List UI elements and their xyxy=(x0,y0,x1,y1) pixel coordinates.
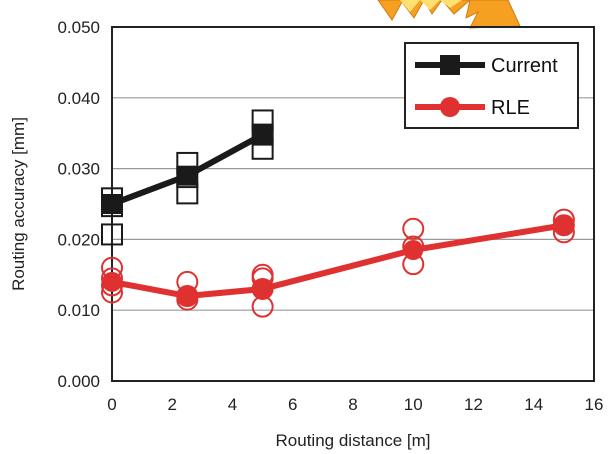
y-tick-label: 0.020 xyxy=(57,230,100,249)
series-rle xyxy=(101,208,575,318)
series-line xyxy=(111,222,565,300)
x-tick-label: 8 xyxy=(348,395,357,414)
burst-graphic xyxy=(377,0,521,29)
legend-box xyxy=(404,42,579,129)
mean-point xyxy=(102,271,122,292)
legend: Current RLE xyxy=(404,42,579,129)
series-current xyxy=(101,109,274,246)
mean-point xyxy=(177,165,198,186)
y-tick-label: 0.050 xyxy=(57,18,100,37)
x-tick-label: 12 xyxy=(464,395,483,414)
mean-point xyxy=(177,286,198,307)
sample-point xyxy=(101,223,123,246)
series-layer xyxy=(101,109,575,318)
y-tick-label: 0.010 xyxy=(57,301,100,320)
sample-point xyxy=(402,217,425,240)
legend-label: RLE xyxy=(491,97,530,119)
legend-item-rle: RLE xyxy=(415,97,530,119)
mean-point xyxy=(102,194,122,214)
x-tick-label: 14 xyxy=(524,395,543,414)
tick-labels: 0.000 0.010 0.020 0.030 0.040 0.050 0 2 4 6 8 10 12 1… xyxy=(57,18,603,414)
y-axis-title: Routing accuracy [mm] xyxy=(9,117,28,291)
y-tick-label: 0.030 xyxy=(57,160,100,179)
mean-point xyxy=(252,124,273,145)
x-tick-label: 6 xyxy=(288,395,297,414)
x-tick-label: 2 xyxy=(168,395,177,414)
legend-item-current: Current xyxy=(415,55,558,77)
mean-point xyxy=(403,240,424,261)
legend-marker xyxy=(440,97,460,117)
y-tick-label: 0.040 xyxy=(57,89,100,108)
x-tick-label: 0 xyxy=(107,395,116,414)
y-tick-label: 0.000 xyxy=(57,372,100,391)
x-tick-label: 16 xyxy=(585,395,604,414)
legend-marker xyxy=(440,55,460,75)
mean-point xyxy=(553,215,574,236)
x-axis-title: Routing distance [m] xyxy=(276,431,431,450)
legend-label: Current xyxy=(491,55,558,77)
x-tick-label: 4 xyxy=(228,395,237,414)
x-tick-label: 10 xyxy=(404,395,423,414)
mean-point xyxy=(252,278,273,299)
